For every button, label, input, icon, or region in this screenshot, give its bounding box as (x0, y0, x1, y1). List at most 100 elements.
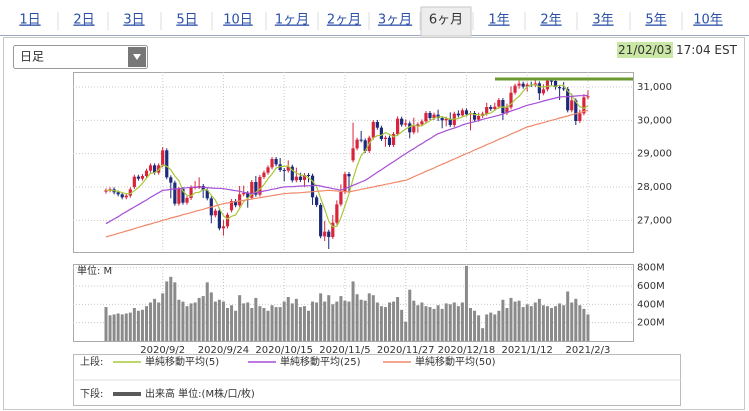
tab[interactable]: 1年 (488, 13, 509, 28)
volume-bar (554, 306, 558, 341)
x-tick-label: 2020/9/24 (198, 345, 249, 356)
candle-body (302, 175, 307, 180)
volume-bar (331, 304, 335, 341)
tab[interactable]: 5年 (645, 13, 666, 28)
volume-bar (392, 301, 396, 341)
candle-body (201, 186, 205, 191)
legend-label: 単純移動平均(5) (145, 355, 219, 368)
legend-title: 上段: (80, 355, 103, 368)
volume-bar (505, 308, 509, 341)
candle-body (428, 113, 432, 118)
candle-body (128, 189, 132, 196)
candle-body (140, 176, 145, 179)
candle-body (306, 175, 311, 176)
tab[interactable]: 3年 (592, 13, 613, 28)
volume-bar (319, 293, 323, 341)
tab[interactable]: 1ヶ月 (275, 13, 309, 28)
timestamp-date: 21/02/03 (618, 43, 672, 57)
volume-bar (193, 302, 197, 341)
candle-body (545, 80, 550, 90)
volume-bar (169, 276, 173, 341)
tab[interactable]: 2年 (540, 13, 561, 28)
candle-body (205, 190, 209, 199)
candle-body (363, 140, 367, 151)
candle-body (343, 174, 347, 192)
volume-bar (262, 308, 266, 341)
tab[interactable]: 2日 (73, 13, 94, 28)
tab[interactable]: 1日 (19, 13, 40, 28)
volume-bar (136, 310, 140, 341)
dropdown[interactable]: 日足 (13, 45, 148, 69)
volume-bar (558, 303, 562, 341)
volume-bar (469, 308, 472, 341)
candle-body (229, 201, 234, 211)
volume-bar (189, 303, 193, 341)
candle-body (136, 176, 140, 179)
tab[interactable]: 3日 (123, 13, 144, 28)
volume-bar (574, 298, 578, 341)
tab[interactable]: 3ヶ月 (378, 13, 412, 28)
volume-bar (213, 301, 217, 341)
volume-bar (497, 310, 501, 341)
dropdown-box[interactable] (13, 45, 148, 69)
tab[interactable]: 10年 (693, 13, 723, 28)
candle-body (408, 123, 412, 133)
volume-bar (234, 310, 238, 341)
volume-bar (217, 299, 221, 341)
volume-bar (294, 298, 298, 341)
tab[interactable]: 10日 (223, 13, 253, 28)
date-highlight (617, 42, 673, 58)
volume-bar (355, 294, 359, 341)
x-tick-label: 2020/12/18 (438, 345, 496, 356)
candle-body (144, 170, 149, 176)
volume-bar (533, 302, 537, 341)
labels: 2020/9/2 2020/9/24 2020/10/15 2020/11/5 2020… (77, 82, 672, 400)
volume-bar (323, 301, 327, 341)
moving-average-line (105, 109, 589, 238)
volume-bar (343, 300, 347, 341)
candle-body (396, 118, 400, 134)
candle-body (574, 100, 578, 121)
volume-bar (416, 305, 420, 341)
candle-body (238, 194, 242, 206)
volume-bar (428, 307, 432, 341)
volume-bar (420, 302, 424, 341)
candle-body (323, 231, 327, 237)
volume-bar (375, 302, 379, 341)
tab[interactable]: 5日 (176, 13, 197, 28)
candle-body (436, 114, 440, 118)
candle-body (315, 197, 319, 205)
candle-body (124, 195, 128, 198)
candle-body (319, 205, 323, 237)
candle-body (282, 170, 286, 171)
dropdown-label[interactable]: 日足 (20, 50, 44, 64)
legend-label: 単純移動平均(25) (280, 355, 361, 368)
y-tick-label: 600M (637, 281, 665, 292)
candle-body (258, 177, 262, 195)
volume-bar (153, 298, 157, 341)
candle-body (485, 107, 489, 114)
marks (104, 78, 590, 341)
candle-body (416, 124, 420, 127)
candle-body (161, 150, 165, 166)
candle-body (335, 204, 339, 223)
volume-bar (424, 306, 428, 341)
volume-bar (250, 308, 254, 341)
volume-bar (347, 301, 351, 341)
tab[interactable]: 2ヶ月 (327, 13, 361, 28)
volume-bar (185, 306, 189, 341)
volume-bar (112, 314, 116, 341)
candle-body (254, 182, 258, 195)
volume-bar (209, 292, 213, 341)
candle-body (558, 87, 562, 89)
volume-bar (286, 297, 290, 341)
moving-average-line (106, 84, 589, 228)
volume-bar (582, 308, 586, 341)
candle-body (120, 194, 124, 198)
candle-body (424, 113, 428, 122)
tab[interactable]: 6ヶ月 (429, 13, 463, 28)
volume-bar (254, 297, 258, 341)
volume-bar (509, 297, 513, 341)
volume-bar (566, 291, 570, 341)
candle-body (578, 113, 582, 121)
